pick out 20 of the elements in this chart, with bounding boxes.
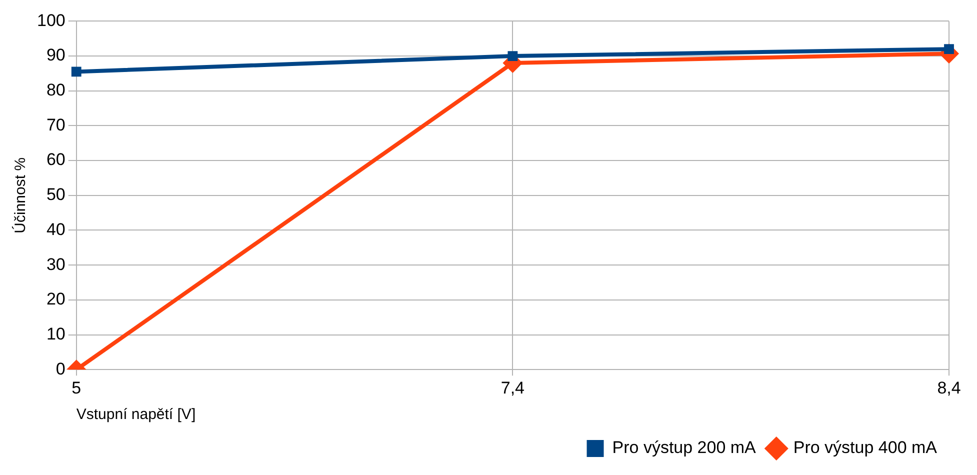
y-tick-label: 20 bbox=[46, 290, 66, 309]
y-tick-label: 100 bbox=[36, 10, 66, 30]
y-tick-label: 80 bbox=[46, 80, 66, 100]
y-axis-title: Účinnost % bbox=[11, 157, 30, 234]
legend-label: Pro výstup 400 mA bbox=[793, 438, 938, 458]
x-tick-label: 5 bbox=[72, 378, 82, 398]
legend-label: Pro výstup 200 mA bbox=[612, 438, 757, 458]
y-tick-label: 0 bbox=[56, 359, 66, 378]
y-tick-label: 70 bbox=[46, 115, 66, 134]
point bbox=[71, 66, 82, 77]
x-tick-label: 7,4 bbox=[500, 378, 524, 398]
y-tick-label: 50 bbox=[46, 185, 66, 204]
y-tick-label: 40 bbox=[46, 220, 66, 239]
y-tick-label: 60 bbox=[46, 150, 66, 170]
y-tick-label: 30 bbox=[46, 254, 66, 274]
x-axis-title: Vstupní napětí [V] bbox=[76, 406, 196, 424]
x-tick-label: 8,4 bbox=[937, 378, 961, 398]
y-tick-label: 10 bbox=[46, 324, 66, 344]
point bbox=[508, 51, 518, 61]
y-tick-label: 90 bbox=[46, 46, 66, 65]
